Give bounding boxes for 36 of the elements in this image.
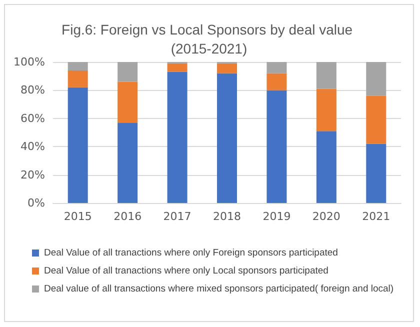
bar [316, 62, 336, 89]
y-tick-label: 60% [20, 112, 45, 125]
x-tick-label: 2017 [163, 210, 192, 223]
bar [118, 122, 138, 203]
bar [118, 82, 138, 123]
bar [68, 87, 88, 203]
bar [316, 131, 336, 203]
y-tick-label: 0% [28, 196, 45, 210]
y-tick-label: 80% [20, 84, 45, 97]
x-tick-label: 2021 [362, 210, 390, 223]
x-tick-label: 2020 [312, 210, 340, 223]
bar [366, 96, 386, 144]
legend-label: Deal Value of all tranactions where only Local sponsors participated [44, 266, 328, 276]
bar [316, 88, 336, 132]
x-tick-label: 2019 [262, 210, 291, 223]
y-tick-label: 100% [14, 56, 45, 68]
bar [266, 73, 287, 90]
bar [366, 62, 386, 96]
bar [217, 73, 237, 203]
x-tick-label: 2015 [64, 210, 92, 223]
bar [266, 90, 287, 203]
bar [68, 62, 88, 70]
legend-label: Deal value of all transactions where mixed sponsors participated( foreign and local) [44, 284, 394, 294]
bar [68, 70, 88, 88]
bar [266, 62, 287, 74]
x-tick-label: 2018 [213, 210, 241, 223]
bar [118, 62, 138, 82]
bar [167, 63, 188, 72]
legend-label: Deal Value of all tranactions where only Foreign sponsors participated [44, 248, 338, 258]
x-tick-label: 2016 [114, 210, 142, 223]
y-tick-label: 20% [20, 168, 45, 182]
bar [217, 63, 237, 74]
bar [366, 144, 386, 203]
bar [167, 72, 188, 203]
chart-title: Fig.6: Foreign vs Local Sponsors by deal value (2015-2021) [62, 22, 356, 56]
y-tick-label: 40% [20, 140, 45, 154]
